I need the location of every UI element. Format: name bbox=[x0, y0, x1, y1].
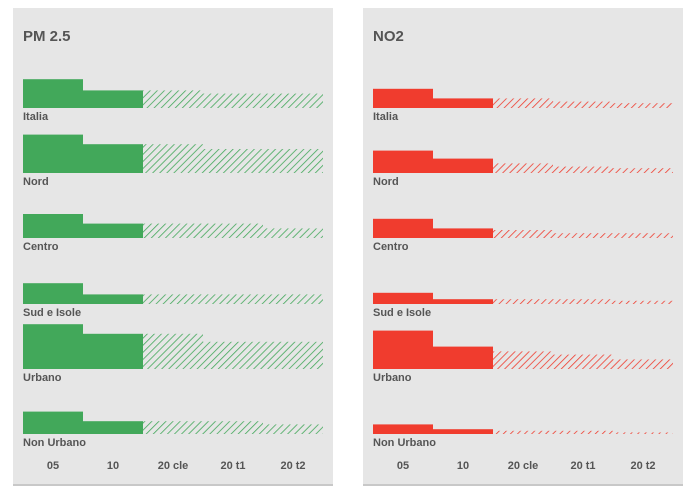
bar-sud-e-isole-0 bbox=[373, 292, 433, 304]
x-tick-label: 20 cle bbox=[158, 460, 189, 472]
bar-sud-e-isole-3 bbox=[553, 299, 613, 304]
bar-centro-3 bbox=[203, 223, 263, 238]
bar-urbano-0 bbox=[23, 324, 83, 369]
region-label: Sud e Isole bbox=[23, 307, 81, 319]
bar-nord-1 bbox=[83, 144, 143, 173]
pm25-panel: PM 2.5 Italia Nord Centro Sud e Isole Urbano… bbox=[13, 8, 333, 486]
bar-nord-4 bbox=[263, 149, 323, 173]
x-tick-label: 20 t2 bbox=[280, 460, 305, 472]
x-tick-label: 10 bbox=[107, 460, 119, 472]
bar-urbano-2 bbox=[493, 351, 553, 369]
region-label: Centro bbox=[23, 241, 59, 253]
bar-italia-3 bbox=[553, 101, 613, 108]
region-label: Nord bbox=[23, 176, 49, 188]
bar-urbano-3 bbox=[203, 341, 263, 369]
region-label: Non Urbano bbox=[373, 437, 436, 449]
region-label: Urbano bbox=[373, 372, 412, 384]
region-label: Centro bbox=[373, 241, 409, 253]
pm25-chart: Italia Nord Centro Sud e Isole Urbano Non Urb… bbox=[23, 79, 323, 472]
bar-non-urbano-0 bbox=[373, 424, 433, 434]
bar-centro-4 bbox=[613, 233, 673, 238]
bar-nord-4 bbox=[613, 168, 673, 173]
no2-chart: Italia Nord Centro Sud e Isole Urbano Non Urb… bbox=[373, 88, 673, 472]
region-label: Urbano bbox=[23, 372, 62, 384]
bar-nord-1 bbox=[433, 158, 493, 173]
bar-non-urbano-2 bbox=[143, 421, 203, 434]
bar-centro-0 bbox=[23, 214, 83, 238]
bar-centro-3 bbox=[553, 233, 613, 238]
x-tick-label: 20 t1 bbox=[570, 460, 595, 472]
bar-nord-3 bbox=[553, 166, 613, 173]
x-tick-label: 10 bbox=[457, 460, 469, 472]
bar-centro-0 bbox=[373, 218, 433, 238]
bar-sud-e-isole-2 bbox=[143, 294, 203, 304]
bar-urbano-1 bbox=[83, 333, 143, 369]
bar-non-urbano-3 bbox=[203, 421, 263, 434]
bar-centro-1 bbox=[83, 223, 143, 238]
bar-urbano-3 bbox=[553, 354, 613, 369]
bar-non-urbano-4 bbox=[263, 424, 323, 434]
bar-sud-e-isole-0 bbox=[23, 283, 83, 304]
bar-non-urbano-2 bbox=[493, 430, 553, 434]
region-label: Nord bbox=[373, 176, 399, 188]
bar-non-urbano-3 bbox=[553, 430, 613, 434]
x-tick-label: 20 cle bbox=[508, 460, 539, 472]
bar-nord-2 bbox=[143, 144, 203, 173]
bar-urbano-4 bbox=[263, 341, 323, 369]
bar-italia-4 bbox=[613, 103, 673, 108]
bar-sud-e-isole-4 bbox=[613, 300, 673, 304]
bar-sud-e-isole-1 bbox=[433, 299, 493, 304]
x-tick-label: 05 bbox=[397, 460, 409, 472]
bar-sud-e-isole-3 bbox=[203, 294, 263, 304]
bar-nord-0 bbox=[373, 150, 433, 173]
bar-urbano-1 bbox=[433, 346, 493, 369]
region-label: Italia bbox=[23, 111, 49, 123]
bar-italia-0 bbox=[373, 88, 433, 108]
x-tick-label: 20 t2 bbox=[630, 460, 655, 472]
bar-nord-2 bbox=[493, 163, 553, 173]
chart-title: PM 2.5 bbox=[23, 28, 71, 45]
bar-centro-4 bbox=[263, 228, 323, 238]
x-tick-label: 20 t1 bbox=[220, 460, 245, 472]
bar-non-urbano-1 bbox=[433, 429, 493, 434]
region-label: Sud e Isole bbox=[373, 307, 431, 319]
bar-nord-0 bbox=[23, 134, 83, 173]
bar-centro-1 bbox=[433, 228, 493, 238]
bar-non-urbano-4 bbox=[613, 432, 673, 434]
bar-italia-2 bbox=[493, 98, 553, 108]
bar-italia-4 bbox=[263, 93, 323, 108]
bar-centro-2 bbox=[143, 223, 203, 238]
bar-centro-2 bbox=[493, 230, 553, 238]
bar-italia-0 bbox=[23, 79, 83, 108]
bar-urbano-2 bbox=[143, 333, 203, 369]
bar-non-urbano-0 bbox=[23, 411, 83, 434]
x-tick-label: 05 bbox=[47, 460, 59, 472]
bar-italia-1 bbox=[83, 90, 143, 108]
bar-italia-3 bbox=[203, 93, 263, 108]
no2-panel: NO2 Italia Nord Centro Sud e Isole Urbano Non… bbox=[363, 8, 683, 486]
bar-non-urbano-1 bbox=[83, 421, 143, 434]
region-label: Italia bbox=[373, 111, 399, 123]
bar-sud-e-isole-2 bbox=[493, 299, 553, 304]
bar-urbano-0 bbox=[373, 330, 433, 369]
bar-urbano-4 bbox=[613, 359, 673, 369]
bar-sud-e-isole-4 bbox=[263, 294, 323, 304]
region-label: Non Urbano bbox=[23, 437, 86, 449]
bar-italia-2 bbox=[143, 90, 203, 108]
bar-italia-1 bbox=[433, 98, 493, 108]
chart-title: NO2 bbox=[373, 28, 404, 45]
bar-sud-e-isole-1 bbox=[83, 294, 143, 304]
bar-nord-3 bbox=[203, 149, 263, 173]
